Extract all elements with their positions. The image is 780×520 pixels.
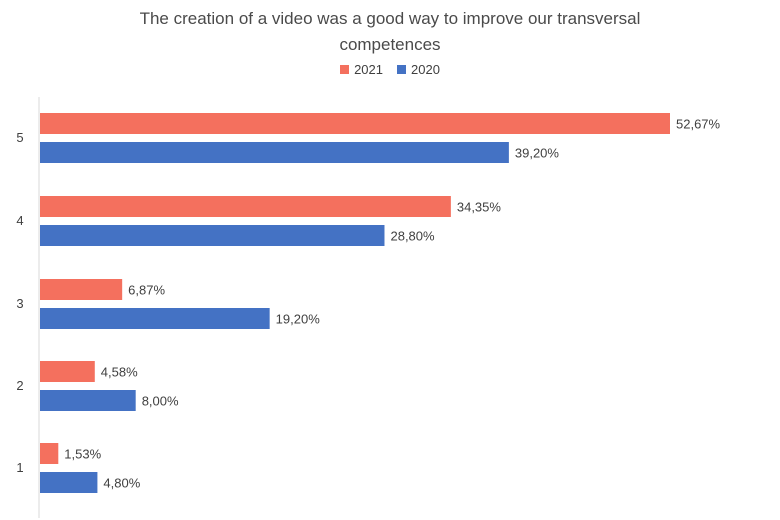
bar-2020-3 xyxy=(40,308,270,329)
category-label-1: 1 xyxy=(16,460,23,475)
bar-2021-2 xyxy=(40,361,95,382)
chart-title: The creation of a video was a good way t… xyxy=(139,9,641,54)
bar-2021-5 xyxy=(40,113,670,134)
legend-swatch-2020 xyxy=(397,65,406,74)
bar-2020-2 xyxy=(40,390,136,411)
legend-item-2020: 2020 xyxy=(397,62,440,77)
data-label-2020-5: 39,20% xyxy=(515,146,560,161)
data-label-2021-1: 1,53% xyxy=(64,447,101,462)
legend-item-2021: 2021 xyxy=(340,62,383,77)
data-label-2020-2: 8,00% xyxy=(142,394,179,409)
data-label-2021-3: 6,87% xyxy=(128,283,165,298)
bar-2021-1 xyxy=(40,443,59,464)
bar-2020-5 xyxy=(40,142,509,163)
bar-2021-3 xyxy=(40,279,123,300)
data-label-2020-4: 28,80% xyxy=(390,229,435,244)
category-label-3: 3 xyxy=(16,296,23,311)
data-label-2021-5: 52,67% xyxy=(676,117,721,132)
legend-label-2020: 2020 xyxy=(411,62,440,77)
bar-2021-4 xyxy=(40,196,451,217)
data-label-2021-4: 34,35% xyxy=(457,200,502,215)
data-label-2020-3: 19,20% xyxy=(276,312,321,327)
category-label-4: 4 xyxy=(16,213,23,228)
data-label-2021-2: 4,58% xyxy=(101,365,138,380)
category-label-5: 5 xyxy=(16,130,23,145)
category-label-2: 2 xyxy=(16,378,23,393)
legend-swatch-2021 xyxy=(340,65,350,74)
legend: 2021 2020 xyxy=(0,62,780,77)
data-label-2020-1: 4,80% xyxy=(103,476,140,491)
bar-2020-4 xyxy=(40,225,385,246)
bar-2020-1 xyxy=(40,472,98,493)
legend-label-2021: 2021 xyxy=(354,62,383,77)
